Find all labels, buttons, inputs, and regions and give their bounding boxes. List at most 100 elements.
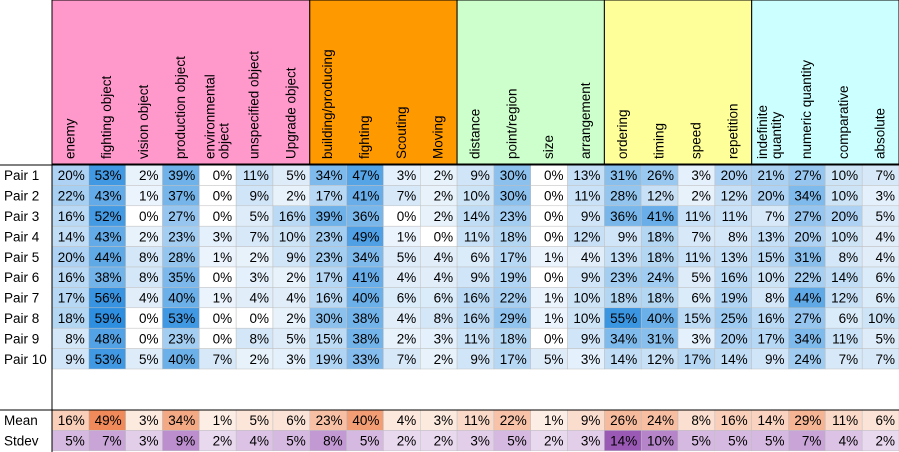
column-header: fighting xyxy=(357,115,372,159)
data-row-value: 35% xyxy=(168,270,195,285)
column-header: absolute xyxy=(872,108,887,159)
column-header: fighting object xyxy=(99,75,114,159)
data-row-value: 34% xyxy=(794,331,821,346)
data-row-value: 28% xyxy=(168,250,195,265)
data-row-value: 14% xyxy=(831,270,858,285)
mean-row-value: 26% xyxy=(610,413,637,428)
data-row-value: 52% xyxy=(95,209,122,224)
data-row-value: 14% xyxy=(58,229,85,244)
data-row-value: 26% xyxy=(647,168,674,183)
data-row-value: 40% xyxy=(168,291,195,306)
data-row-value: 18% xyxy=(500,229,527,244)
column-header: ordering xyxy=(614,109,629,159)
data-row-value: 40% xyxy=(168,352,195,367)
data-row-value: 14% xyxy=(463,209,490,224)
data-row-value: 14% xyxy=(610,352,637,367)
mean-row-value: 22% xyxy=(500,413,527,428)
data-row-value: 16% xyxy=(757,311,784,326)
data-row-value: 44% xyxy=(794,291,821,306)
data-row-value: 4% xyxy=(581,250,601,265)
data-row-value: 17% xyxy=(500,352,527,367)
data-row-value: 23% xyxy=(500,209,527,224)
data-row-value: 7% xyxy=(875,168,895,183)
data-row-value: 11% xyxy=(685,250,711,265)
data-row-value: 4% xyxy=(434,270,454,285)
column-group-header-1 xyxy=(309,0,458,165)
data-row-value: 23% xyxy=(168,229,195,244)
data-row-value: 23% xyxy=(316,229,343,244)
column-header: unspecified object xyxy=(246,51,261,159)
data-row-value: 6% xyxy=(397,291,417,306)
data-row-value: 0% xyxy=(213,311,233,326)
data-row-value: 3% xyxy=(249,270,269,285)
data-row-value: 18% xyxy=(647,291,674,306)
mean-row-value: 4% xyxy=(397,413,417,428)
data-row-value: 36% xyxy=(352,209,379,224)
data-row-value: 16% xyxy=(721,270,748,285)
column-group-header-4 xyxy=(751,0,899,165)
data-row-value: 38% xyxy=(352,331,379,346)
data-row-value: 2% xyxy=(249,250,269,265)
data-row-value: 20% xyxy=(721,331,748,346)
data-row-value: 4% xyxy=(875,250,895,265)
data-row-value: 19% xyxy=(316,352,343,367)
data-row-value: 3% xyxy=(397,168,417,183)
data-row-value: 24% xyxy=(794,352,821,367)
data-row-value: 0% xyxy=(213,270,233,285)
data-row-value: 15% xyxy=(757,250,784,265)
data-row-value: 18% xyxy=(610,291,637,306)
data-row-value: 6% xyxy=(691,291,711,306)
mean-row-value: 11% xyxy=(832,413,858,428)
data-row-value: 9% xyxy=(618,229,638,244)
data-row-value: 12% xyxy=(573,229,600,244)
mean-row-value: 3% xyxy=(434,413,454,428)
data-row-value: 31% xyxy=(610,168,637,183)
data-row-value: 56% xyxy=(95,291,122,306)
data-row-value: 12% xyxy=(721,189,748,204)
data-row-value: 0% xyxy=(434,229,454,244)
data-row-value: 30% xyxy=(500,168,527,183)
data-row-value: 11% xyxy=(464,229,490,244)
data-row-value: 0% xyxy=(544,209,564,224)
data-row-value: 36% xyxy=(610,209,637,224)
data-row-value: 44% xyxy=(95,250,122,265)
mean-row-value: 6% xyxy=(875,413,895,428)
data-row-value: 8% xyxy=(765,291,785,306)
data-row-value: 49% xyxy=(352,229,379,244)
data-row-value: 1% xyxy=(139,189,159,204)
data-row-value: 18% xyxy=(647,229,674,244)
data-row-value: 20% xyxy=(58,250,85,265)
data-row-value: 20% xyxy=(721,168,748,183)
data-row-value: 33% xyxy=(352,352,379,367)
data-row-value: 2% xyxy=(139,168,159,183)
data-row-value: 9% xyxy=(470,352,490,367)
data-row-value: 22% xyxy=(58,189,85,204)
data-row-value: 53% xyxy=(95,168,122,183)
data-row-label: Pair 10 xyxy=(4,352,47,367)
data-row-value: 15% xyxy=(316,331,343,346)
column-header: vision object xyxy=(136,84,151,159)
stdev-row-value: 3% xyxy=(470,434,490,449)
data-row-value: 8% xyxy=(249,331,269,346)
data-row-value: 0% xyxy=(213,331,233,346)
data-row-value: 0% xyxy=(139,209,159,224)
data-row-label: Pair 5 xyxy=(4,250,39,265)
mean-row-value: 11% xyxy=(464,413,490,428)
data-row-value: 30% xyxy=(316,311,343,326)
data-row-value: 38% xyxy=(352,311,379,326)
data-row-value: 3% xyxy=(286,352,306,367)
data-row-value: 7% xyxy=(875,352,895,367)
data-row-label: Pair 2 xyxy=(4,189,39,204)
data-row-value: 2% xyxy=(139,229,159,244)
data-row-value: 24% xyxy=(647,270,674,285)
data-row-value: 2% xyxy=(286,270,306,285)
data-row-label: Pair 8 xyxy=(4,311,39,326)
column-header: building/producing xyxy=(320,49,335,159)
data-row-value: 2% xyxy=(434,168,454,183)
data-row-value: 21% xyxy=(757,168,784,183)
data-row-value: 9% xyxy=(765,352,785,367)
data-row-value: 6% xyxy=(434,291,454,306)
column-header: indefinitequantity xyxy=(755,105,784,159)
data-row-value: 34% xyxy=(610,331,637,346)
data-row-value: 5% xyxy=(139,352,159,367)
